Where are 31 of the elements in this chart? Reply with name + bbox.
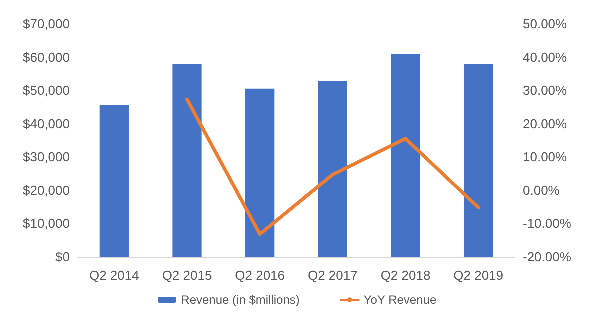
- bar: [100, 105, 129, 257]
- y2-tick-label: -20.00%: [523, 250, 572, 264]
- bar: [464, 64, 494, 257]
- line-series: [186, 98, 480, 236]
- y2-tick-label: -10.00%: [523, 216, 572, 232]
- x-tick-label: Q2 2015: [162, 268, 212, 283]
- y-tick-label: $40,000: [23, 116, 70, 132]
- y-tick-label: $10,000: [23, 216, 70, 232]
- y2-tick-label: 10.00%: [523, 150, 568, 165]
- y2-tick-label: 40.00%: [523, 50, 568, 65]
- x-tick-label: Q2 2014: [89, 268, 140, 283]
- y-tick-label: $50,000: [23, 83, 70, 98]
- bar: [318, 81, 348, 257]
- legend-label: YoY Revenue: [364, 293, 437, 307]
- x-tick-label: Q2 2017: [308, 268, 358, 283]
- y-tick-label: $0: [56, 250, 70, 264]
- x-tick-label: Q2 2016: [235, 268, 286, 283]
- bar: [172, 64, 202, 257]
- y2-tick-label: 20.00%: [523, 116, 568, 132]
- x-tick-label: Q2 2018: [380, 268, 431, 283]
- x-tick-label: Q2 2019: [454, 268, 504, 283]
- y-tick-label: $30,000: [23, 150, 70, 165]
- y2-tick-label: 0.00%: [523, 182, 560, 198]
- bar: [246, 88, 275, 257]
- y-tick-label: $60,000: [23, 50, 70, 65]
- y-tick-label: $70,000: [23, 16, 70, 32]
- y-tick-label: $20,000: [23, 182, 70, 198]
- y2-tick-label: 50.00%: [523, 16, 568, 32]
- legend-label: Revenue (in $millions): [181, 293, 300, 307]
- bar: [391, 54, 420, 257]
- y2-tick-label: 30.00%: [523, 83, 568, 98]
